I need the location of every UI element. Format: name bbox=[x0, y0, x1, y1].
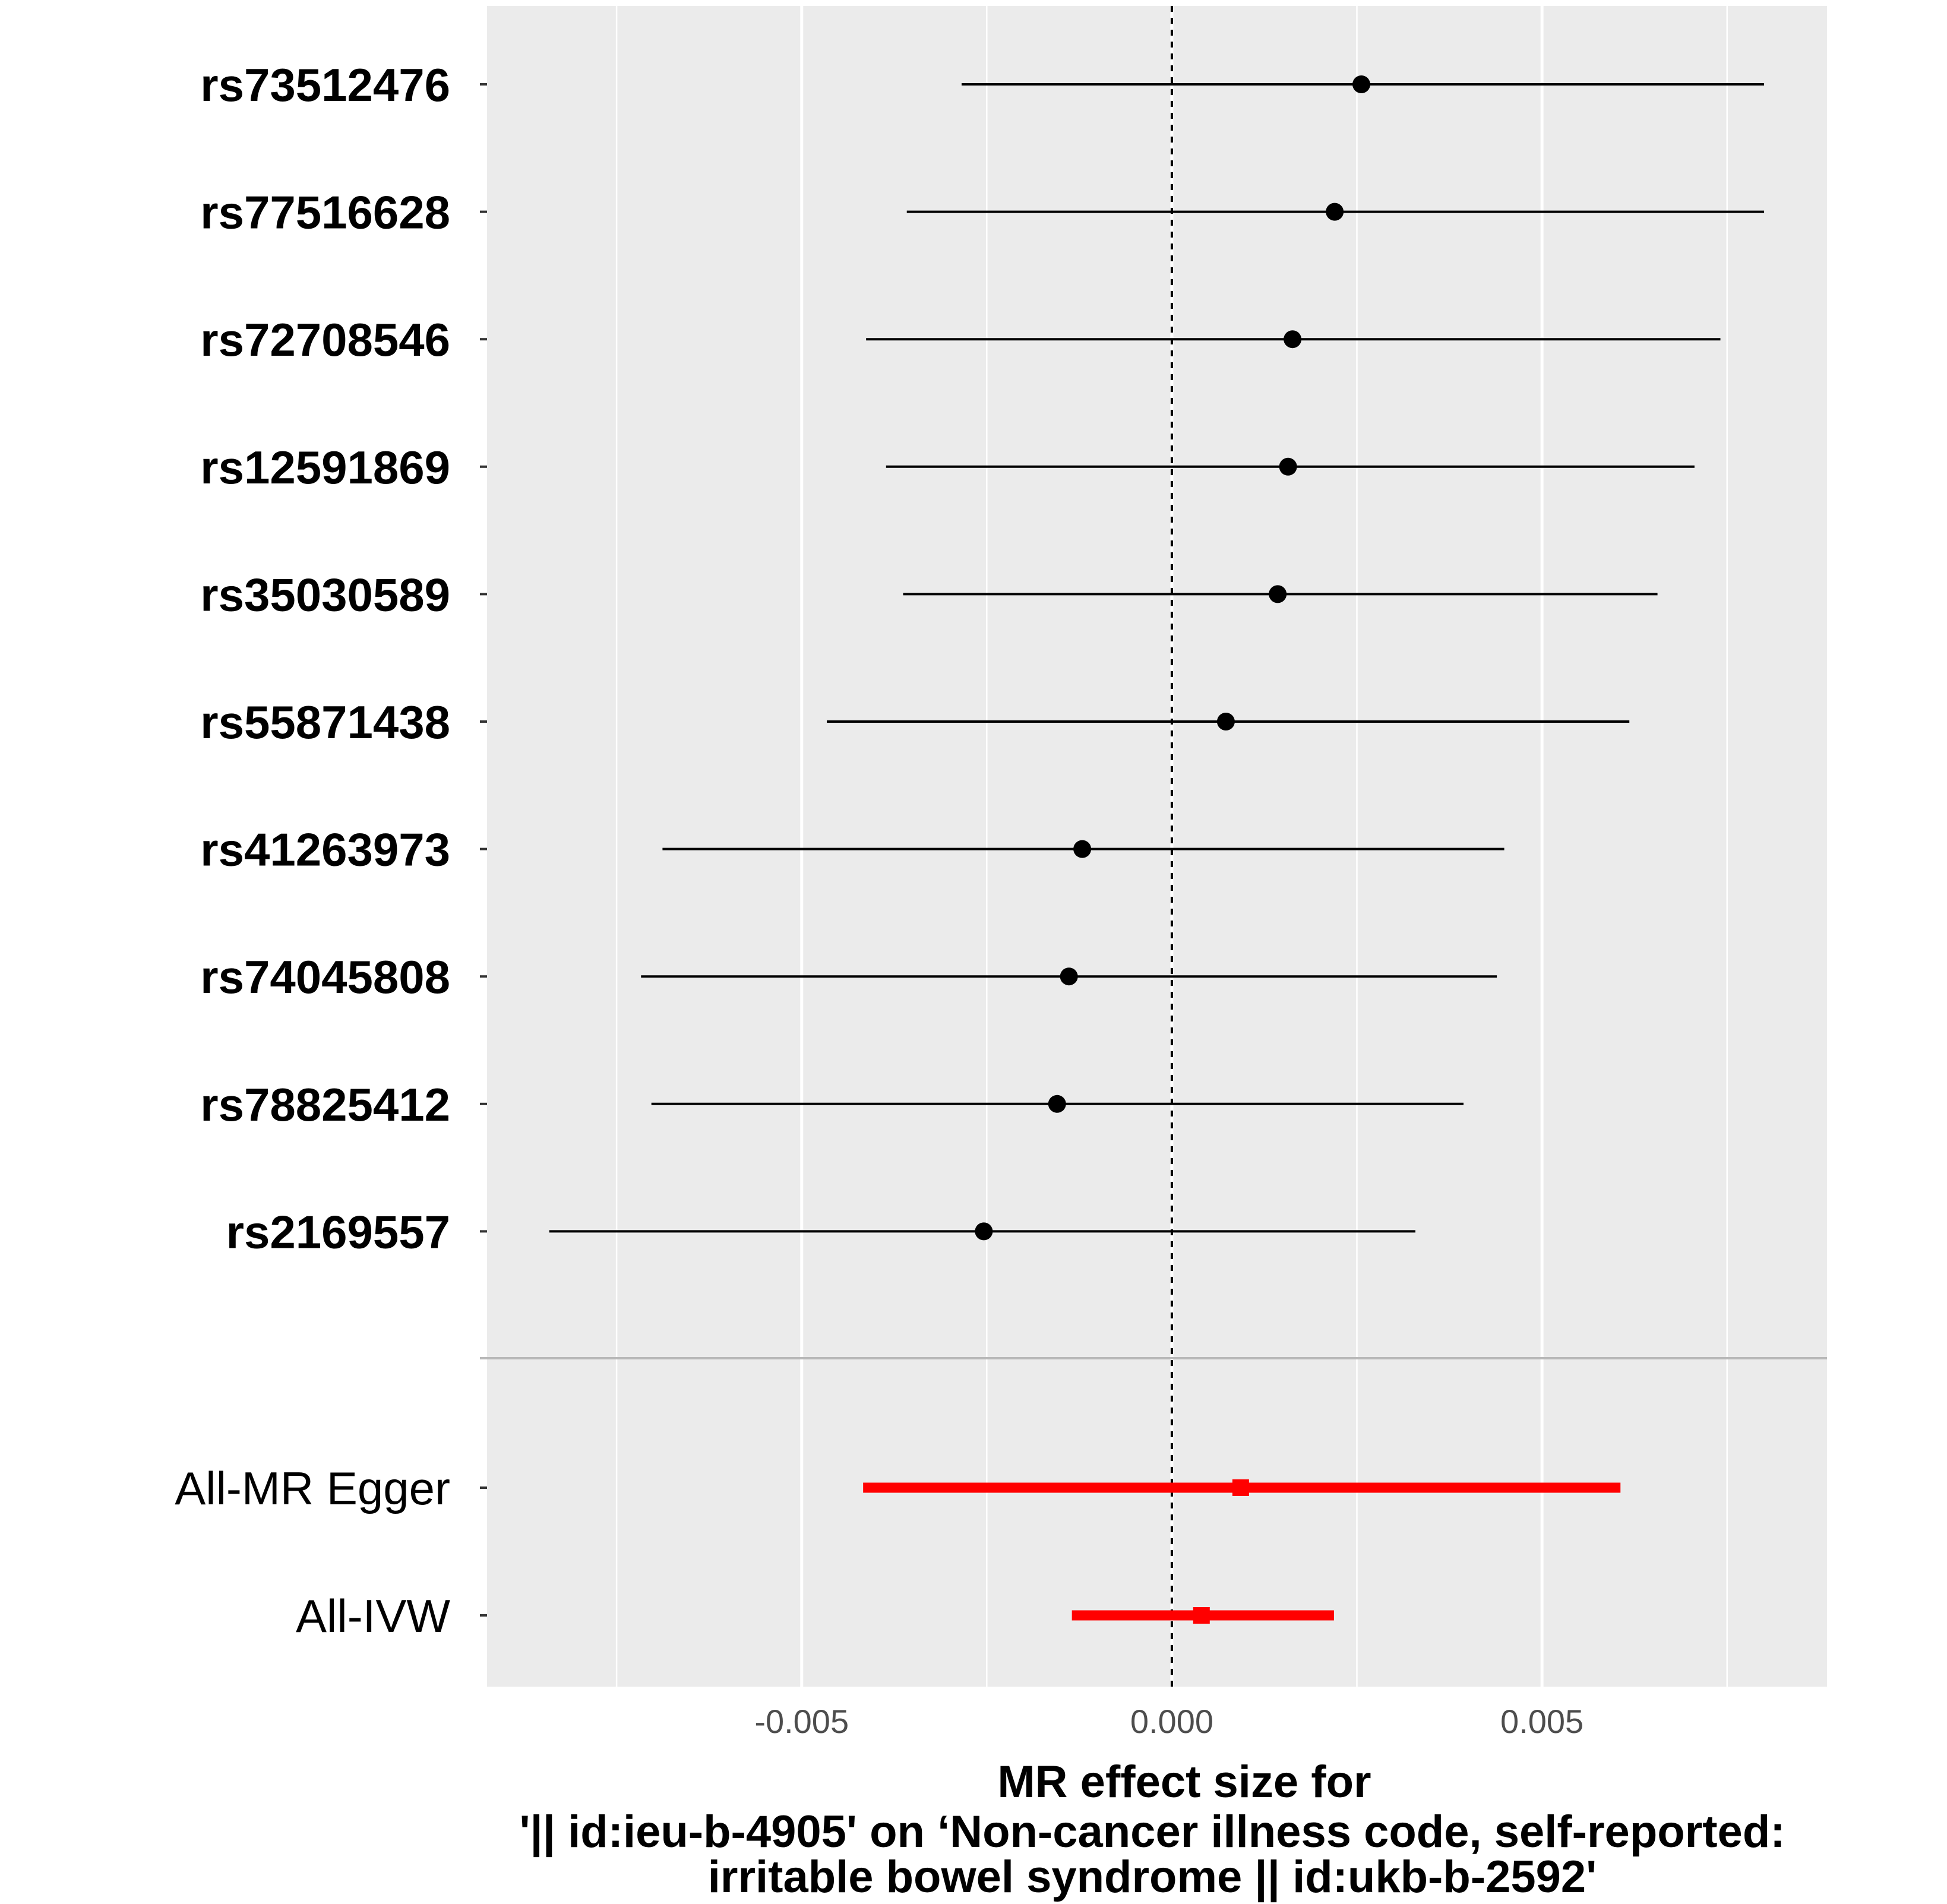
snp-point-estimate bbox=[1216, 713, 1235, 730]
snp-row-label: rs35030589 bbox=[200, 568, 450, 621]
snp-point-estimate bbox=[1269, 585, 1287, 603]
x-tick-label: 0.000 bbox=[1130, 1703, 1213, 1740]
snp-row-label: rs73512476 bbox=[200, 59, 450, 111]
summary-point-estimate bbox=[1193, 1607, 1210, 1624]
x-axis-title-line-1: MR effect size for bbox=[997, 1757, 1371, 1807]
snp-row-label: rs78825412 bbox=[200, 1078, 450, 1131]
x-axis-title-line-3: irritable bowel syndrome || id:ukb-b-259… bbox=[708, 1852, 1597, 1903]
snp-point-estimate bbox=[1326, 203, 1344, 221]
snp-row-label: rs41263973 bbox=[200, 824, 450, 876]
x-axis-title: MR effect size for '|| id:ieu-b-4905' on… bbox=[519, 1757, 1785, 1903]
row-labels: rs73512476 rs77516628 rs72708546 rs12591869… bbox=[175, 59, 450, 1642]
snp-point-estimate bbox=[1279, 457, 1297, 476]
snp-point-estimate bbox=[1048, 1095, 1066, 1113]
x-tick-label: 0.005 bbox=[1500, 1703, 1583, 1740]
minor-gridlines bbox=[615, 6, 1728, 1687]
major-gridlines bbox=[800, 6, 1544, 1687]
x-axis-tick-labels: -0.005 0.000 0.005 bbox=[754, 1703, 1583, 1740]
snp-point-estimate bbox=[1284, 330, 1302, 349]
snp-point-estimate bbox=[975, 1222, 993, 1241]
snp-point-estimate bbox=[1352, 75, 1371, 93]
summary-point-estimate bbox=[1232, 1479, 1249, 1496]
snp-row-label: rs72708546 bbox=[200, 314, 450, 366]
snp-row-label: rs77516628 bbox=[200, 186, 450, 239]
x-axis-title-line-2: '|| id:ieu-b-4905' on ‘Non-cancer illnes… bbox=[519, 1807, 1785, 1858]
snp-row-label: rs2169557 bbox=[226, 1206, 450, 1258]
plot-panel bbox=[487, 6, 1827, 1687]
snp-row-label: rs12591869 bbox=[200, 441, 450, 494]
summary-row-label: All-MR Egger bbox=[175, 1462, 450, 1514]
snp-point-estimate bbox=[1060, 967, 1078, 986]
snp-row-label: rs74045808 bbox=[200, 951, 450, 1003]
snp-point-estimate bbox=[1073, 840, 1092, 858]
summary-row-label: All-IVW bbox=[296, 1590, 450, 1642]
point-estimates bbox=[975, 75, 1371, 1624]
snp-row-label: rs55871438 bbox=[200, 696, 450, 748]
row-axis-ticks bbox=[480, 83, 487, 1617]
x-tick-label: -0.005 bbox=[754, 1703, 849, 1740]
